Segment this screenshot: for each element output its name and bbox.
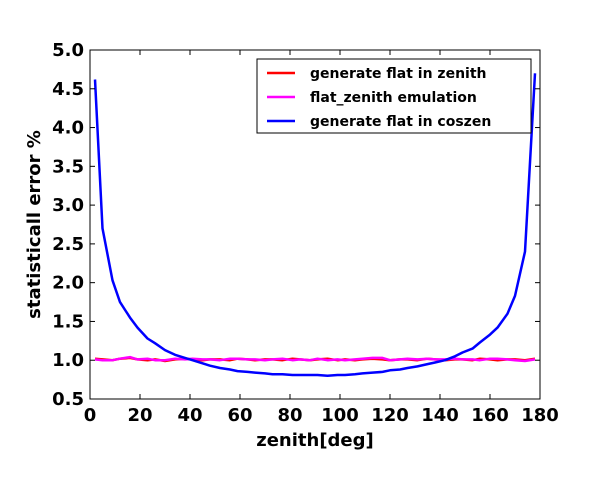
x-tick-label: 40 [177, 405, 202, 426]
legend-label-0: generate flat in zenith [310, 66, 487, 82]
y-tick-label: 2.5 [52, 234, 84, 255]
x-tick-label: 180 [521, 405, 559, 426]
x-tick-label: 80 [277, 405, 302, 426]
x-tick-label: 60 [227, 405, 252, 426]
y-axis-label: statisticall error % [24, 130, 45, 319]
legend-label-1: flat_zenith emulation [310, 90, 477, 106]
y-tick-label: 0.5 [52, 389, 84, 410]
x-tick-label: 120 [371, 405, 409, 426]
series-line-1 [94, 355, 536, 363]
x-tick-label: 160 [471, 405, 509, 426]
y-tick-label: 5.0 [52, 40, 84, 61]
legend-label-2: generate flat in coszen [310, 114, 491, 130]
legend: generate flat in zenith flat_zenith emula… [256, 58, 532, 134]
x-axis-label: zenith[deg] [256, 430, 374, 451]
plot-frame [89, 49, 541, 400]
y-tick-label: 1.5 [52, 311, 84, 332]
y-tick-label: 4.0 [52, 118, 84, 139]
y-tick-label: 3.5 [52, 156, 84, 177]
y-tick-label: 2.0 [52, 273, 84, 294]
x-tick-label: 0 [84, 405, 97, 426]
series-line-2 [93, 73, 537, 377]
x-tick-label: 140 [421, 405, 459, 426]
ticks-layer [89, 49, 541, 400]
y-tick-label: 3.0 [52, 195, 84, 216]
y-tick-label: 1.0 [52, 350, 84, 371]
y-tick-label: 4.5 [52, 79, 84, 100]
tick-labels-layer: 0 20 40 60 80 100 120 140 160 180 0.5 1.0 1.5 2.0 2.5 3… [52, 40, 559, 426]
legend-box [256, 58, 532, 134]
series-layer [93, 73, 537, 377]
x-tick-label: 100 [321, 405, 359, 426]
x-tick-label: 20 [127, 405, 152, 426]
